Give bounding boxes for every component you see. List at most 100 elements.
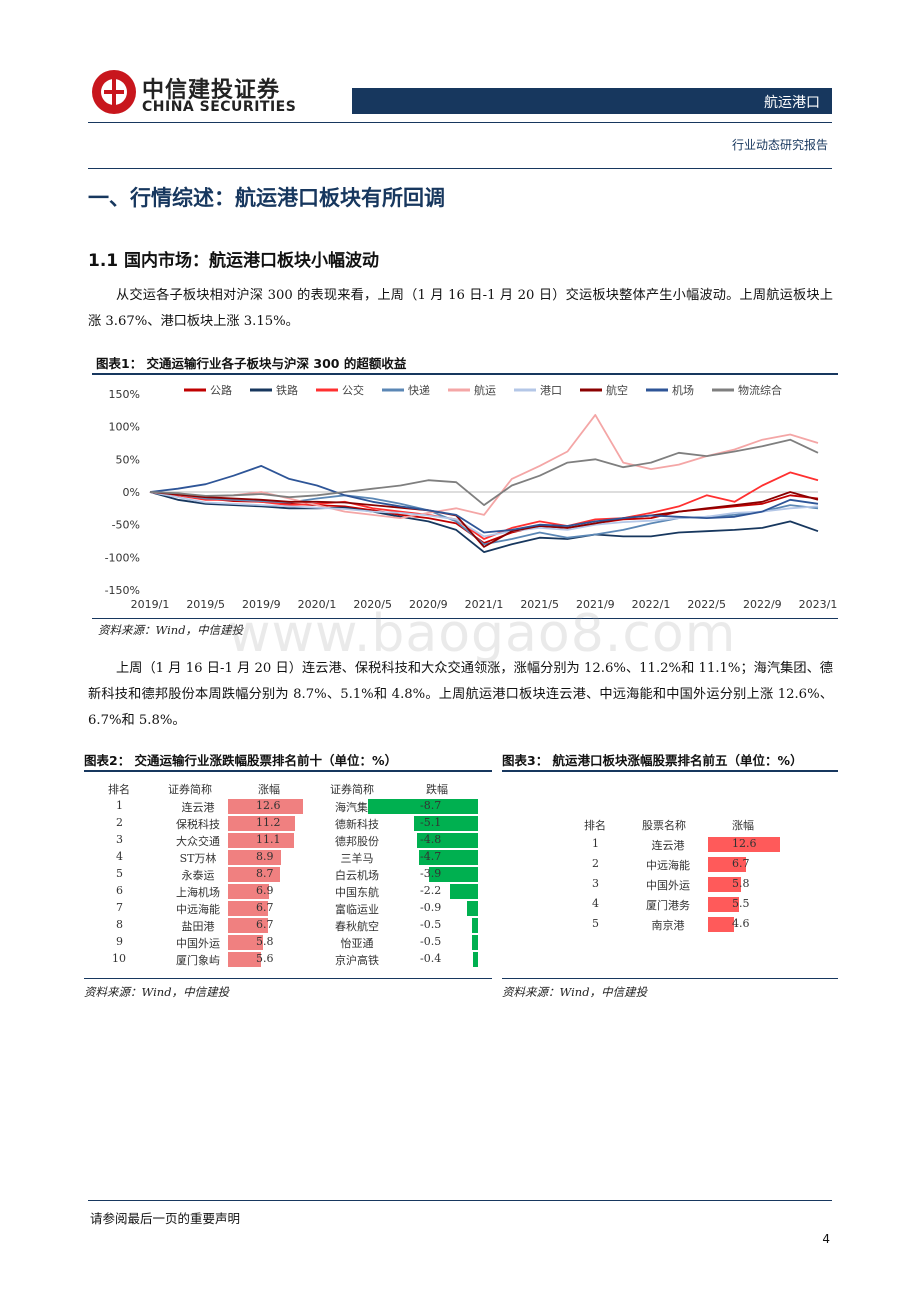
loser-value: -4.8 bbox=[420, 833, 442, 846]
header-rule-lower bbox=[88, 168, 832, 169]
loser-value: -5.1 bbox=[420, 816, 442, 829]
figure2-rule bbox=[84, 770, 492, 772]
loser-bar bbox=[472, 952, 478, 967]
x-tick-label: 2021/9 bbox=[576, 598, 615, 611]
rank-cell: 3 bbox=[116, 833, 123, 846]
header-rule bbox=[88, 122, 832, 123]
x-tick-label: 2021/1 bbox=[465, 598, 504, 611]
gainer-name: 连云港 bbox=[181, 801, 215, 814]
top5-value: 5.8 bbox=[732, 877, 750, 890]
report-type: 行业动态研究报告 bbox=[731, 138, 828, 152]
sector-label: 航运港口 bbox=[764, 95, 820, 111]
t3-name-header: 股票名称 bbox=[642, 819, 686, 832]
y-tick-label: 150% bbox=[109, 388, 140, 401]
legend-label: 快递 bbox=[408, 383, 430, 397]
top5-rank: 3 bbox=[592, 877, 599, 890]
figure1-rule bbox=[92, 373, 838, 375]
top10-table: 排名 证券简称 涨幅 证券简称 跌幅 1 连云港 12.6 海汽集团 -8.7 2 保税科技… bbox=[84, 775, 492, 975]
sector-excess-return-chart: 150% 100% 50% 0% -50% -100% -150%2019/1 2019/5 2… bbox=[105, 383, 838, 611]
col-up-header: 涨幅 bbox=[258, 783, 280, 796]
x-tick-label: 2019/9 bbox=[242, 598, 281, 611]
loser-bar bbox=[368, 799, 478, 814]
t3-up-header: 涨幅 bbox=[732, 819, 754, 832]
x-tick-label: 2020/5 bbox=[353, 598, 392, 611]
rank-cell: 5 bbox=[116, 867, 123, 880]
figure3-rule bbox=[502, 770, 838, 772]
gainer-bar bbox=[228, 935, 263, 950]
gainer-bar bbox=[228, 901, 268, 916]
y-tick-label: 50% bbox=[116, 453, 140, 466]
x-tick-label: 2019/5 bbox=[186, 598, 225, 611]
col-down-header: 跌幅 bbox=[426, 783, 448, 796]
loser-value: -2.2 bbox=[420, 884, 442, 897]
gainer-bar bbox=[228, 816, 295, 831]
page-number: 4 bbox=[822, 1232, 830, 1246]
sector-banner: 航运港口 bbox=[352, 88, 832, 114]
series-line-港口 bbox=[149, 491, 819, 538]
figure3-bottom-rule bbox=[502, 978, 838, 979]
x-tick-label: 2020/9 bbox=[409, 598, 448, 611]
series-line-铁路 bbox=[149, 491, 819, 554]
x-tick-label: 2022/1 bbox=[632, 598, 671, 611]
loser-bar bbox=[471, 918, 478, 933]
gainer-name: 中远海能 bbox=[176, 903, 220, 916]
legend-label: 物流综合 bbox=[738, 383, 782, 397]
rank-cell: 6 bbox=[116, 884, 123, 897]
loser-name: 白云机场 bbox=[335, 869, 379, 882]
figure2-title: 图表2： 交通运输行业涨跌幅股票排名前十（单位：%） bbox=[84, 753, 398, 768]
figure1-title: 图表1： 交通运输行业各子板块与沪深 300 的超额收益 bbox=[96, 356, 407, 371]
gainer-value: 12.6 bbox=[256, 799, 281, 812]
rank-cell: 9 bbox=[116, 935, 123, 948]
gainer-bar bbox=[228, 850, 281, 865]
loser-name: 三羊马 bbox=[340, 852, 374, 865]
gainer-name: 永泰运 bbox=[181, 869, 215, 882]
x-tick-label: 2021/5 bbox=[520, 598, 559, 611]
footer-rule bbox=[88, 1200, 832, 1201]
loser-bar bbox=[418, 850, 478, 865]
loser-bar bbox=[471, 935, 478, 950]
x-tick-label: 2022/9 bbox=[743, 598, 782, 611]
legend-label: 航运 bbox=[474, 383, 496, 397]
figure1-source: 资料来源：Wind，中信建投 bbox=[98, 623, 244, 637]
loser-bar bbox=[466, 901, 478, 916]
gainer-value: 11.1 bbox=[256, 833, 281, 846]
top5-bar bbox=[708, 837, 780, 852]
logo-english-name: CHINA SECURITIES bbox=[142, 99, 297, 115]
top5-name: 南京港 bbox=[651, 919, 685, 932]
rank-cell: 10 bbox=[112, 952, 126, 965]
gainer-bar bbox=[228, 918, 268, 933]
loser-value: -0.9 bbox=[420, 901, 442, 914]
legend-label: 铁路 bbox=[276, 384, 298, 397]
rank-cell: 1 bbox=[116, 799, 123, 812]
logo-mark bbox=[92, 70, 136, 114]
series-line-物流综合 bbox=[149, 438, 819, 506]
t3-rank-header: 排名 bbox=[584, 819, 606, 832]
gainer-value: 6.7 bbox=[256, 901, 274, 914]
top5-rank: 2 bbox=[592, 857, 599, 870]
top5-name: 连云港 bbox=[651, 839, 685, 852]
weekly-movers-paragraph: 上周（1 月 16 日-1 月 20 日）连云港、保税科技和大众交通领涨，涨幅分… bbox=[88, 661, 833, 728]
legend-label: 航空 bbox=[606, 383, 628, 397]
gainer-bar bbox=[228, 833, 295, 848]
gainer-bar bbox=[228, 884, 270, 899]
x-tick-label: 2023/1 bbox=[799, 598, 838, 611]
y-tick-label: -50% bbox=[112, 519, 140, 532]
rank-cell: 8 bbox=[116, 918, 123, 931]
figure3-title: 图表3： 航运港口板块涨幅股票排名前五（单位：%） bbox=[502, 753, 803, 768]
top5-bar bbox=[708, 877, 742, 892]
x-tick-label: 2022/5 bbox=[687, 598, 726, 611]
top5-rank: 5 bbox=[592, 917, 599, 930]
loser-bar bbox=[413, 816, 478, 831]
rank-cell: 2 bbox=[116, 816, 123, 829]
gainer-value: 6.7 bbox=[256, 918, 274, 931]
y-tick-label: -100% bbox=[105, 551, 140, 564]
gainer-value: 8.9 bbox=[256, 850, 274, 863]
top5-shipping-port-table: 排名 股票名称 涨幅 1 连云港 12.6 2 中远海能 6.7 3 中国外运 5.8 4 厦门港务… bbox=[502, 775, 838, 975]
loser-name: 怡亚通 bbox=[340, 937, 374, 950]
loser-value: -4.7 bbox=[420, 850, 442, 863]
figure1-bottom-rule bbox=[92, 618, 838, 619]
loser-name: 春秋航空 bbox=[335, 920, 379, 933]
loser-value: -0.5 bbox=[420, 935, 442, 948]
loser-bar bbox=[417, 833, 478, 848]
gainer-name: 厦门象屿 bbox=[176, 954, 220, 967]
